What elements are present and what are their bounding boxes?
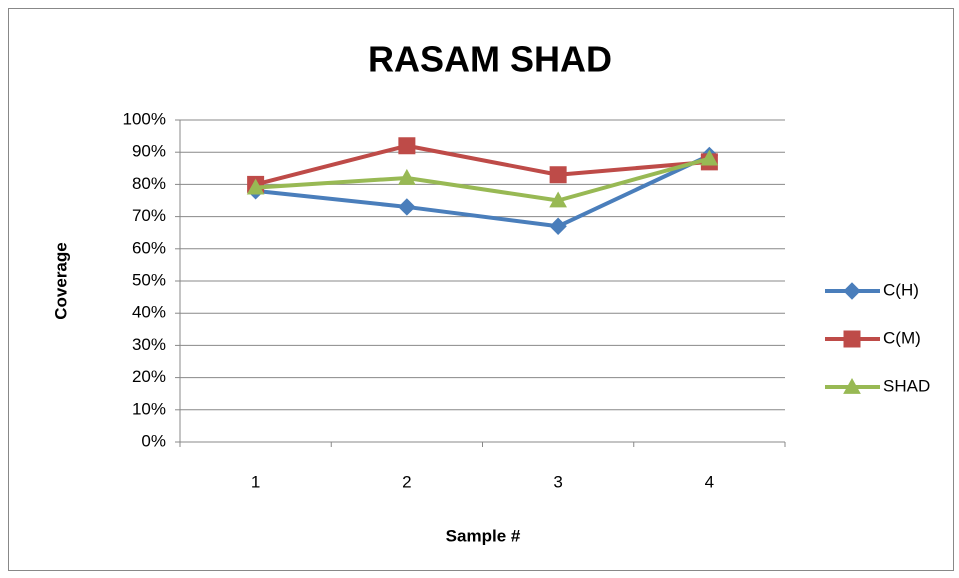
y-axis-label: Coverage xyxy=(51,242,70,319)
data-point xyxy=(700,149,719,166)
legend-marker xyxy=(843,330,861,348)
y-tick-label: 30% xyxy=(132,335,166,354)
legend-marker xyxy=(843,377,861,394)
y-tick-label: 80% xyxy=(132,174,166,193)
x-axis-label: Sample # xyxy=(446,526,521,545)
y-tick-label: 100% xyxy=(123,109,166,128)
y-tick-label: 90% xyxy=(132,142,166,161)
x-tick-label: 2 xyxy=(402,472,411,491)
data-point xyxy=(398,198,416,216)
y-tick-label: 40% xyxy=(132,303,166,322)
y-tick-label: 20% xyxy=(132,367,166,386)
data-point xyxy=(246,178,265,195)
data-point xyxy=(398,168,416,185)
series-line xyxy=(255,156,710,203)
x-tick-label: 4 xyxy=(705,472,714,491)
legend-label: SHAD xyxy=(883,376,930,395)
data-point xyxy=(549,166,567,184)
y-tick-label: 50% xyxy=(132,270,166,289)
chart-title: RASAM SHAD xyxy=(368,39,612,80)
legend-label: C(H) xyxy=(883,280,919,299)
series-line xyxy=(255,143,710,187)
chart-border xyxy=(8,8,954,571)
legend-marker xyxy=(843,282,861,300)
data-point xyxy=(398,137,416,155)
data-point xyxy=(549,217,567,235)
y-tick-label: 0% xyxy=(141,431,166,450)
y-tick-label: 70% xyxy=(132,206,166,225)
series-line xyxy=(255,153,711,229)
data-point xyxy=(549,191,567,208)
y-tick-label: 10% xyxy=(132,399,166,418)
x-tick-label: 1 xyxy=(251,472,260,491)
y-tick-label: 60% xyxy=(132,238,166,257)
x-tick-label: 3 xyxy=(553,472,562,491)
legend-label: C(M) xyxy=(883,328,921,347)
